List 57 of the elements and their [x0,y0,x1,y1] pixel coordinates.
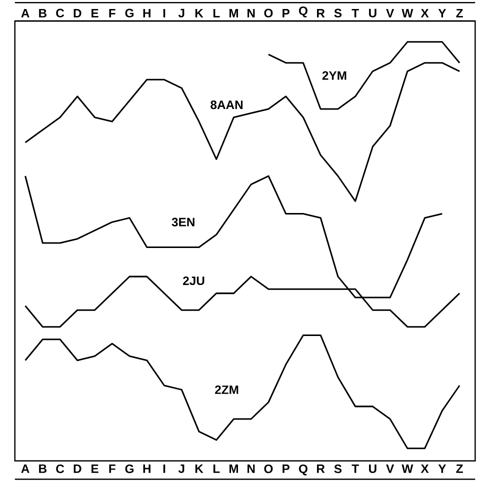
x-tick-label: K [195,464,204,473]
x-tick-label: J [178,464,184,474]
x-tick-label: F [109,464,116,473]
x-tick-label: R [316,464,325,473]
category-label: T [352,9,359,18]
x-tick-label: W [402,464,414,473]
category-label: H [143,9,150,18]
x-tick-label: A [21,464,30,473]
x-tick-label: M [229,464,238,473]
category-label: I [163,9,166,18]
x-tick-label: D [74,464,82,473]
category-label: A [21,9,30,18]
series-label: 3EN [172,218,194,226]
x-tick-label: Q [298,464,308,476]
x-tick-label: T [352,464,359,473]
category-label: J [178,8,184,18]
category-label: L [213,9,220,18]
x-tick-label: Y [438,464,446,473]
x-tick-label: Z [456,464,463,473]
x-tick-label: S [334,464,342,474]
category-label: D [74,9,82,18]
category-label: O [264,8,273,18]
x-tick-label: X [420,464,429,473]
x-tick-label: E [92,464,98,473]
category-label: F [109,9,116,18]
category-label: U [369,8,376,18]
category-label: X [420,9,429,18]
x-tick-label: L [213,464,220,473]
category-label: P [282,9,290,18]
category-label: Z [456,9,463,18]
x-tick-label: P [282,464,290,473]
category-label: B [39,9,47,18]
category-label: R [316,9,325,18]
x-tick-label: H [143,464,150,473]
category-label: W [402,9,414,18]
series-label: 2JU [183,276,204,286]
category-label: G [125,8,134,18]
x-tick-label: V [386,464,394,473]
category-label: Q [298,6,308,18]
category-label: V [386,9,394,18]
series-label: 8AAN [210,100,243,110]
x-tick-label: O [264,464,273,474]
x-tick-label: I [163,464,166,473]
category-label: M [229,9,238,18]
category-label: N [248,9,255,18]
category-label: E [92,9,98,18]
text: 2ZM [215,385,238,394]
x-tick-label: N [248,464,255,473]
series-label: 2YM [322,71,346,80]
x-tick-label: U [369,464,376,474]
x-tick-label: B [39,464,47,473]
category-label: C [56,8,64,18]
x-tick-label: G [125,464,134,474]
x-tick-label: C [56,464,64,474]
category-label: K [195,9,204,18]
category-label: Y [438,9,446,18]
category-label: S [334,8,342,18]
